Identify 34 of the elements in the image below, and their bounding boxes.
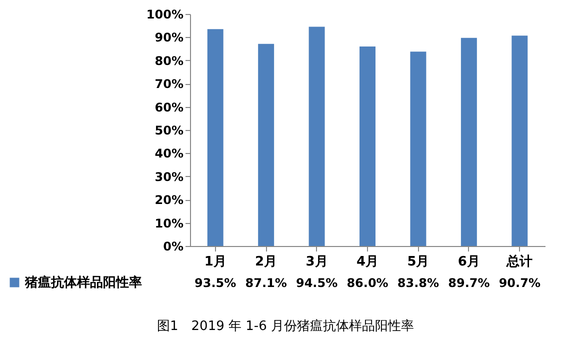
- bar: [410, 52, 426, 246]
- data-label: 94.5%: [296, 276, 338, 290]
- x-tick-label: 1月: [204, 254, 226, 270]
- x-tick-label: 5月: [407, 254, 430, 270]
- x-tick-label: 2月: [255, 254, 278, 270]
- bar: [460, 38, 477, 246]
- legend-label: 猪瘟抗体样品阳性率: [24, 274, 142, 290]
- y-tick-label: 30%: [154, 170, 184, 184]
- x-tick-label: 3月: [306, 254, 328, 270]
- data-label: 83.8%: [397, 276, 440, 290]
- y-tick-label: 60%: [154, 100, 184, 114]
- bar: [258, 44, 274, 246]
- y-tick-label: 80%: [154, 54, 184, 68]
- x-tick-label: 总计: [506, 254, 533, 270]
- data-label: 89.7%: [448, 276, 490, 290]
- caption: 图1 2019 年 1-6 月份猪瘟抗体样品阳性率: [157, 318, 414, 334]
- y-tick-label: 40%: [154, 146, 184, 161]
- y-tick-label: 100%: [146, 8, 184, 22]
- bar: [207, 29, 224, 246]
- y-tick-label: 50%: [154, 124, 184, 138]
- y-tick-label: 70%: [154, 77, 184, 92]
- data-label: 90.7%: [498, 276, 540, 290]
- y-tick-label: 0%: [163, 240, 184, 254]
- bar: [512, 36, 528, 246]
- data-label: 93.5%: [194, 276, 236, 290]
- bar: [308, 26, 325, 246]
- y-tick-label: 10%: [154, 216, 184, 230]
- x-tick-label: 4月: [356, 254, 379, 270]
- data-label: 87.1%: [245, 276, 287, 290]
- data-label: 86.0%: [346, 276, 388, 290]
- bar: [360, 46, 376, 246]
- y-tick-label: 20%: [154, 193, 184, 208]
- x-tick-label: 6月: [458, 254, 480, 270]
- y-tick-label: 90%: [154, 30, 184, 45]
